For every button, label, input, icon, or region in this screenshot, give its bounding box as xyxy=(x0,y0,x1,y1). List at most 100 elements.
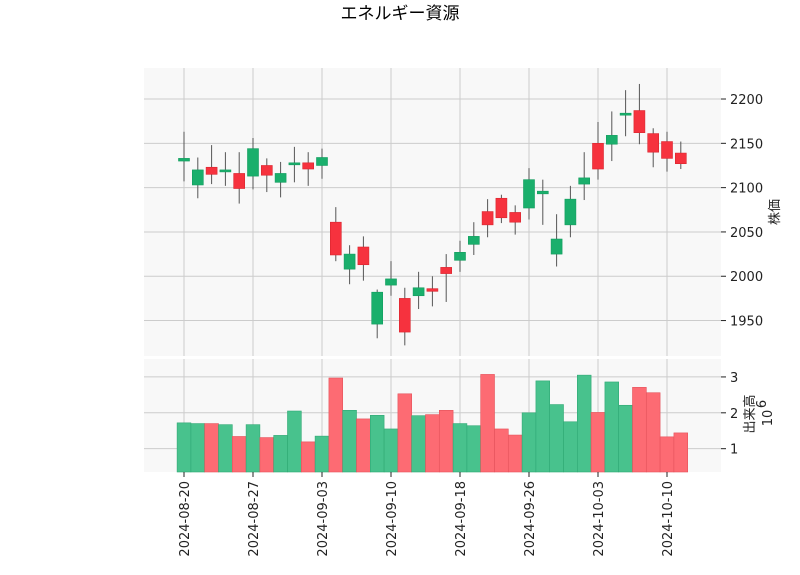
volume-unit: 10 6 xyxy=(755,400,776,426)
volume-bar xyxy=(521,412,537,473)
volume-bars xyxy=(176,374,689,473)
price-tick-label: 2200 xyxy=(730,93,763,108)
candle-body xyxy=(633,110,646,133)
candle-body xyxy=(205,166,218,175)
x-axis-ticks: 2024-08-20 2024-08-27 2024-09-03 2024-09-10… xyxy=(178,472,676,557)
candle-body xyxy=(550,238,563,255)
volume-bar xyxy=(452,423,468,473)
x-tick-label: 2024-09-03 xyxy=(316,481,331,557)
volume-bar xyxy=(535,380,551,473)
candle-body xyxy=(412,287,425,297)
volume-bar xyxy=(645,392,661,473)
volume-bar xyxy=(259,437,274,473)
candle-body xyxy=(674,152,687,165)
candle-body xyxy=(440,267,453,274)
x-tick-label: 2024-08-20 xyxy=(178,481,193,557)
volume-bar xyxy=(438,409,454,473)
volume-bar xyxy=(204,423,219,473)
volume-bar xyxy=(466,425,481,473)
candle-body xyxy=(247,148,259,177)
volume-bar xyxy=(273,435,288,473)
price-tick-label: 2050 xyxy=(730,226,763,241)
volume-bar xyxy=(411,415,426,473)
candle-body xyxy=(467,236,480,245)
volume-axis-ticks: 1 2 3 xyxy=(721,371,738,458)
candle-body xyxy=(661,141,673,159)
candle-body xyxy=(592,143,604,170)
candle-body xyxy=(274,173,287,183)
candle-body xyxy=(398,298,411,333)
volume-axis-label-group: 出来高 10 6 xyxy=(742,394,776,433)
candle-body xyxy=(647,133,660,153)
volume-bar xyxy=(328,377,343,473)
volume-bar xyxy=(218,424,233,473)
candle-body xyxy=(481,211,494,226)
volume-bar xyxy=(425,414,440,473)
price-panel xyxy=(144,68,721,356)
price-tick-label: 1950 xyxy=(730,315,763,330)
volume-bar xyxy=(590,412,606,473)
volume-bar xyxy=(245,424,261,473)
x-tick-label: 2024-09-26 xyxy=(523,481,538,557)
volume-bar xyxy=(549,404,564,473)
volume-bar xyxy=(356,418,371,473)
price-tick-label: 2100 xyxy=(730,182,763,197)
candle-body xyxy=(385,278,397,286)
volume-bar xyxy=(300,441,316,473)
volume-unit-exponent: 6 xyxy=(755,400,770,408)
candle-body xyxy=(316,157,328,166)
candle-body xyxy=(509,212,522,223)
price-axis-label: 株価 xyxy=(768,199,783,225)
chart-title: エネルギー資源 xyxy=(341,4,460,24)
volume-bar xyxy=(287,410,302,473)
volume-bar xyxy=(232,436,247,473)
x-tick-label: 2024-10-03 xyxy=(592,481,607,557)
candle-body xyxy=(192,169,204,186)
volume-bar xyxy=(618,404,633,473)
candle-body xyxy=(619,112,632,116)
volume-bar xyxy=(632,387,647,473)
x-tick-label: 2024-09-18 xyxy=(454,481,469,557)
volume-bar xyxy=(190,423,205,473)
volume-bar xyxy=(176,422,192,473)
volume-bar xyxy=(342,409,357,473)
candle-body xyxy=(178,158,190,162)
x-tick-label: 2024-08-27 xyxy=(247,481,262,557)
candle-body xyxy=(454,252,466,261)
volume-bar xyxy=(383,428,399,473)
candle-body xyxy=(329,221,342,256)
volume-bar xyxy=(369,415,385,473)
volume-bar xyxy=(604,381,620,473)
candle-body xyxy=(536,190,549,195)
volume-bar xyxy=(659,436,675,473)
candle-body xyxy=(578,177,591,185)
candle-body xyxy=(260,165,273,176)
volume-bar xyxy=(397,393,412,473)
volume-bar xyxy=(494,428,509,473)
price-axis-ticks: 1950 2000 2050 2100 2150 2200 xyxy=(721,93,763,330)
candle-body xyxy=(564,198,577,226)
volume-bar xyxy=(563,421,578,473)
candle-body xyxy=(495,197,508,219)
candle-body xyxy=(219,169,232,173)
volume-bar xyxy=(576,374,592,473)
candle-body xyxy=(426,288,439,292)
x-tick-label: 2024-09-10 xyxy=(385,481,400,557)
volume-bar xyxy=(480,374,495,473)
x-tick-label: 2024-10-10 xyxy=(661,481,676,557)
volume-bar xyxy=(314,435,330,473)
candle-body xyxy=(288,162,301,166)
price-tick-label: 2000 xyxy=(730,270,763,285)
volume-tick-label: 1 xyxy=(730,443,738,458)
volume-bar xyxy=(673,432,689,473)
candles xyxy=(178,83,687,346)
price-tick-label: 2150 xyxy=(730,137,763,152)
candle-body xyxy=(343,253,356,270)
candle-body xyxy=(357,246,370,266)
candle-body xyxy=(523,179,535,209)
candle-body xyxy=(302,162,315,170)
volume-axis-label: 出来高 xyxy=(742,394,758,433)
volume-tick-label: 2 xyxy=(730,407,738,422)
volume-tick-label: 3 xyxy=(730,371,738,386)
